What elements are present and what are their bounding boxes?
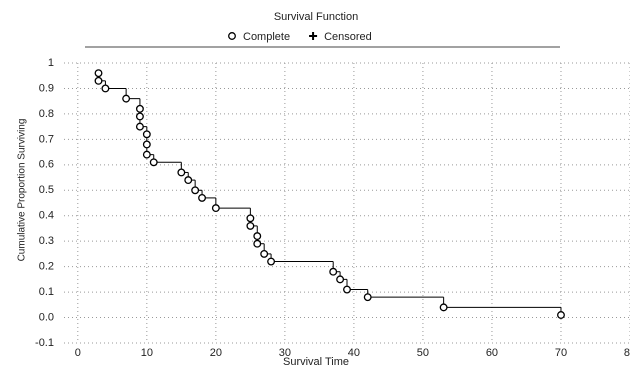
data-point (267, 257, 276, 266)
data-point (253, 232, 262, 241)
data-point (101, 84, 110, 93)
y-tick-label: 0.3 (39, 235, 54, 247)
y-tick-label: 0.2 (39, 261, 54, 273)
x-tick-label: 30 (279, 347, 291, 359)
legend-label: Complete (243, 31, 290, 43)
y-tick-label: 0.4 (39, 210, 54, 222)
x-tick-label: 70 (555, 347, 567, 359)
data-point (184, 176, 193, 185)
data-point (177, 168, 186, 177)
data-point (135, 122, 144, 131)
legend-marker (228, 32, 236, 40)
chart-title: Survival Function (274, 11, 358, 23)
x-tick-label: 20 (210, 347, 222, 359)
legend-marker (309, 32, 318, 40)
data-point (135, 104, 144, 113)
x-tick-label: 10 (141, 347, 153, 359)
data-point (343, 285, 351, 294)
data-point (260, 249, 269, 258)
data-point (94, 69, 103, 78)
y-tick-label: 0.7 (39, 133, 54, 145)
data-point (246, 214, 255, 223)
data-point (94, 76, 103, 85)
y-tick-label: 0.5 (39, 184, 54, 196)
x-tick-label: 0 (75, 347, 81, 359)
legend-label: Censored (324, 31, 372, 43)
y-tick-label: 1 (48, 57, 54, 69)
x-tick-label: 80 (624, 347, 630, 359)
y-tick-label: 0.0 (39, 311, 54, 323)
data-point (142, 140, 151, 149)
x-axis-label: Survival Time (283, 356, 349, 368)
y-tick-label: 0.8 (39, 108, 54, 120)
data-point (211, 204, 220, 213)
data-point (363, 293, 372, 302)
x-tick-label: 40 (348, 347, 360, 359)
data-point (191, 186, 200, 195)
data-point (439, 303, 448, 312)
data-point (246, 221, 255, 230)
data-point (557, 311, 565, 319)
data-point (336, 275, 345, 284)
data-point (142, 150, 151, 159)
data-point (198, 193, 206, 202)
y-tick-label: 0.6 (39, 159, 54, 171)
y-axis-label: Cumulative Proportion Surviving (17, 119, 28, 262)
data-point (122, 94, 131, 103)
data-point (135, 112, 144, 121)
y-tick-label: 0.1 (39, 286, 54, 298)
x-tick-label: 60 (486, 347, 498, 359)
x-tick-label: 50 (417, 347, 429, 359)
y-tick-label: -0.1 (35, 337, 54, 349)
data-point (329, 267, 338, 276)
y-tick-label: 0.9 (39, 82, 54, 94)
data-point (253, 239, 262, 248)
data-point (149, 158, 158, 167)
data-point (142, 130, 151, 139)
